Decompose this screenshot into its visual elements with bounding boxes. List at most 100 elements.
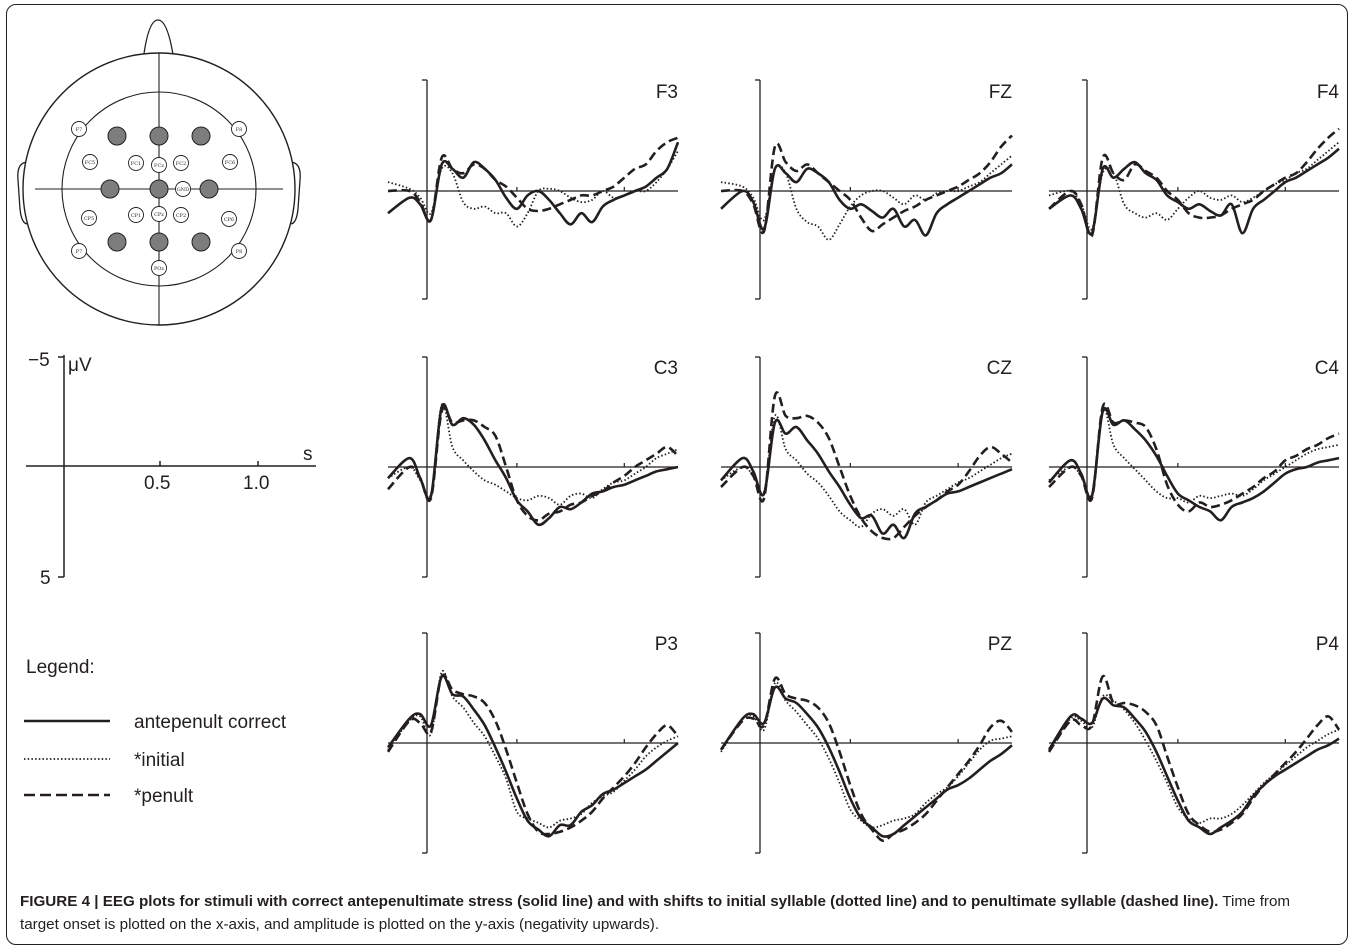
- panel-fz-series-penult: [720, 134, 1013, 235]
- scale-x-unit-label: s: [303, 444, 313, 465]
- panel-p4-series-antepenult-correct: [1047, 696, 1340, 836]
- electrode-cpz: [151, 206, 167, 222]
- panel-cz-title: CZ: [987, 358, 1013, 379]
- eeg-figure: F7 F8 FC5 FC1 FCz FC2 FC6 GND CP5 CP1 CPz CP2 CP6 P7 P…: [17, 19, 1341, 854]
- electrode-label-fc6: FC6: [225, 160, 235, 166]
- right-ear-outline: [283, 161, 301, 225]
- panel-c3-series-antepenult-correct: [387, 403, 679, 527]
- active-electrode-cp4: [191, 232, 211, 252]
- scale-pos-label: 5: [40, 568, 51, 589]
- electrode-label-cp6: CP6: [224, 217, 234, 223]
- panel-cz-series-penult: [720, 391, 1013, 541]
- panel-p3-series-initial: [387, 670, 679, 829]
- electrode-fcz: [151, 157, 167, 173]
- electrode-label-cp5: CP5: [84, 216, 94, 222]
- nose-outline: [142, 19, 175, 62]
- electrode-label-cpz: CPz: [154, 212, 164, 218]
- scale-tick-label-0-5: 0.5: [144, 473, 170, 494]
- caption-text: Time from target onset is plotted on the…: [20, 893, 1291, 933]
- active-electrode-cp3: [107, 232, 127, 252]
- active-electrode-fcz: [149, 126, 169, 146]
- legend-label-dotted: *initial: [134, 750, 185, 771]
- electrode-fc1: [128, 155, 144, 171]
- active-electrode-cz: [149, 179, 169, 199]
- electrode-label-fc2: FC2: [176, 161, 186, 167]
- electrode-fc5: [82, 154, 98, 170]
- panel-p4-series-initial: [1048, 694, 1340, 824]
- panel-c4: C4: [1048, 356, 1340, 578]
- panel-c4-series-antepenult-correct: [1048, 407, 1340, 522]
- panel-fz-series-antepenult-correct: [720, 163, 1013, 237]
- panel-pz-series-initial: [720, 681, 1013, 829]
- scale-neg-label: −5: [28, 350, 50, 371]
- scale-unit-label: μV: [68, 355, 92, 376]
- panel-f3-series-penult: [387, 136, 679, 223]
- electrode-label-p8: P8: [236, 249, 243, 255]
- scale-tick-label-1-0: 1.0: [243, 473, 269, 494]
- scale-reference: −5 μV 5 s 0.5 1.0: [26, 350, 316, 589]
- electrode-label-fc5: FC5: [85, 160, 95, 166]
- electrode-label-cp2: CP2: [176, 213, 186, 219]
- electrode-cp1: [128, 207, 144, 223]
- active-electrode-c3: [100, 179, 120, 199]
- figure-frame: [6, 4, 1348, 945]
- electrode-label-gnd: GND: [177, 187, 189, 193]
- active-electrode-fc4: [191, 126, 211, 146]
- panel-p4: P4: [1047, 632, 1341, 854]
- panel-fz-title: FZ: [989, 82, 1013, 103]
- electrode-fc6: [222, 154, 238, 170]
- electrode-cp2: [173, 207, 189, 223]
- panel-f3: F3: [387, 79, 680, 300]
- panel-f4-series-antepenult-correct: [1048, 147, 1340, 236]
- electrode-f8: [231, 121, 247, 137]
- electrode-label-p7: P7: [76, 249, 83, 255]
- legend-title: Legend:: [26, 657, 95, 678]
- erp-panels: F3 FZ F4 C3 CZ C4 P3 PZ P4: [386, 79, 1341, 854]
- electrode-f7: [71, 121, 87, 137]
- electrode-label-f7: F7: [76, 127, 83, 133]
- panel-f4: F4: [1048, 79, 1340, 300]
- panel-c3: C3: [387, 356, 679, 578]
- legend: Legend: antepenult correct *initial *pen…: [24, 657, 287, 807]
- panel-f3-series-antepenult-correct: [387, 141, 680, 226]
- panel-cz-series-antepenult-correct: [720, 418, 1013, 540]
- panel-cz: CZ: [720, 356, 1013, 578]
- electrode-p8: [231, 243, 247, 259]
- electrode-label-cp1: CP1: [131, 213, 141, 219]
- panel-fz: FZ: [720, 79, 1013, 300]
- electrode-fc2: [173, 155, 189, 171]
- active-electrode-cpz: [149, 232, 169, 252]
- panel-p4-series-penult: [1047, 675, 1341, 834]
- electrode-gnd: [175, 181, 191, 197]
- electrode-cp6: [221, 211, 237, 227]
- electrode-label-fc1: FC1: [131, 161, 141, 167]
- panel-p3-series-antepenult-correct: [386, 674, 679, 838]
- panel-f4-series-penult: [1048, 127, 1340, 238]
- panel-p4-title: P4: [1316, 634, 1340, 655]
- panel-f4-title: F4: [1317, 82, 1340, 103]
- electrode-cp5: [81, 210, 97, 226]
- panel-cz-series-initial: [720, 414, 1013, 528]
- figure-caption: FIGURE 4 | EEG plots for stimuli with co…: [20, 890, 1330, 936]
- panel-c3-series-penult: [387, 406, 679, 522]
- panel-c4-series-penult: [1048, 402, 1340, 513]
- legend-label-dashed: *penult: [134, 786, 194, 807]
- panel-pz: PZ: [719, 632, 1013, 854]
- panel-p3: P3: [386, 632, 679, 854]
- panel-fz-series-initial: [720, 154, 1013, 241]
- panel-pz-title: PZ: [988, 634, 1013, 655]
- panel-c3-series-initial: [387, 403, 679, 506]
- panel-f3-title: F3: [656, 82, 678, 103]
- electrode-label-f8: F8: [236, 127, 243, 133]
- active-electrode-c4: [199, 179, 219, 199]
- electrode-label-fcz: FCz: [154, 163, 164, 169]
- panel-f3-series-initial: [387, 150, 679, 228]
- caption-label: FIGURE 4 | EEG plots for stimuli with co…: [20, 893, 1219, 910]
- panel-pz-series-penult: [719, 676, 1013, 843]
- electrode-montage: F7 F8 FC5 FC1 FCz FC2 FC6 GND CP5 CP1 CPz CP2 CP6 P7 P…: [17, 19, 301, 326]
- electrode-poz: [151, 260, 167, 276]
- panel-pz-series-antepenult-correct: [719, 685, 1013, 838]
- panel-p3-title: P3: [655, 634, 678, 655]
- left-ear-outline: [17, 161, 35, 225]
- electrode-p7: [71, 243, 87, 259]
